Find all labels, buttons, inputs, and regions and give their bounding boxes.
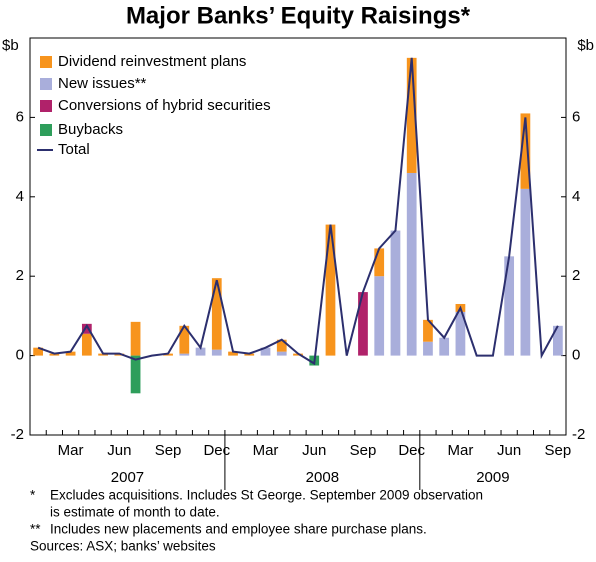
y-tick-label: 2 xyxy=(16,267,24,284)
bar xyxy=(520,188,531,356)
bar xyxy=(130,321,141,356)
y-axis-unit: $b xyxy=(2,37,19,54)
bar xyxy=(423,319,433,342)
legend-label: Conversions of hybrid securities xyxy=(58,97,271,114)
x-tick-label: Dec xyxy=(398,442,425,459)
bar xyxy=(390,230,401,356)
bar xyxy=(81,323,92,334)
note-text: Includes new placements and employee sha… xyxy=(50,522,427,537)
y-tick-label: -2 xyxy=(11,426,24,443)
bar xyxy=(504,256,515,356)
bar xyxy=(276,351,287,356)
x-tick-label: Sep xyxy=(545,442,572,459)
bar xyxy=(211,349,222,356)
bar xyxy=(195,347,206,356)
bar xyxy=(179,353,190,356)
legend-swatch xyxy=(40,56,52,68)
y2-axis-unit: $b xyxy=(577,37,594,54)
legend-label: Buybacks xyxy=(58,121,123,138)
note-text: is estimate of month to date. xyxy=(50,505,220,520)
bar xyxy=(81,333,92,356)
bar xyxy=(228,351,238,356)
legend-label: Total xyxy=(58,141,90,158)
x-tick-label: Mar xyxy=(253,442,279,459)
x-tick-label: Jun xyxy=(302,442,326,459)
bar xyxy=(260,347,271,356)
y2-tick-label: 4 xyxy=(572,188,580,205)
bar xyxy=(406,172,417,356)
bar xyxy=(65,351,76,356)
plot-frame xyxy=(29,37,567,436)
year-label: 2008 xyxy=(306,469,339,486)
x-tick-label: Mar xyxy=(448,442,474,459)
bar xyxy=(520,113,531,189)
y-tick-label: 4 xyxy=(16,188,24,205)
bar xyxy=(211,278,222,350)
bar xyxy=(130,355,141,394)
source: Sources: ASX; banks’ websites xyxy=(30,539,216,554)
bar xyxy=(439,337,450,356)
x-tick-label: Jun xyxy=(107,442,131,459)
year-label: 2009 xyxy=(476,469,509,486)
legend-swatch xyxy=(40,100,52,112)
chart-title: Major Banks’ Equity Raisings* xyxy=(126,2,471,29)
bar xyxy=(423,341,433,356)
bar xyxy=(358,292,368,356)
legend-label: Dividend reinvestment plans xyxy=(58,53,246,70)
y2-tick-label: 2 xyxy=(572,267,580,284)
x-tick-label: Mar xyxy=(58,442,84,459)
note-text: Excludes acquisitions. Includes St Georg… xyxy=(50,488,483,503)
legend-swatch xyxy=(40,78,52,90)
note-marker: ** xyxy=(30,522,41,537)
year-label: 2007 xyxy=(111,469,144,486)
note-marker: * xyxy=(30,488,36,503)
y2-tick-label: 0 xyxy=(572,347,580,364)
legend-label: New issues** xyxy=(58,75,147,92)
bar xyxy=(374,248,385,277)
bar xyxy=(553,325,563,356)
x-tick-label: Dec xyxy=(203,442,230,459)
bar xyxy=(406,57,417,173)
bar xyxy=(325,224,336,356)
x-tick-label: Jun xyxy=(497,442,521,459)
bar xyxy=(374,276,385,356)
bar xyxy=(276,339,287,352)
bar xyxy=(455,311,466,356)
total-line xyxy=(37,57,559,366)
y-tick-label: 6 xyxy=(16,108,24,125)
y2-tick-label: -2 xyxy=(572,426,585,443)
x-tick-label: Sep xyxy=(155,442,182,459)
bar xyxy=(33,347,43,356)
x-tick-label: Sep xyxy=(350,442,377,459)
y2-tick-label: 6 xyxy=(572,108,580,125)
legend-swatch xyxy=(40,124,52,136)
y-tick-label: 0 xyxy=(16,347,24,364)
bar xyxy=(179,325,190,354)
